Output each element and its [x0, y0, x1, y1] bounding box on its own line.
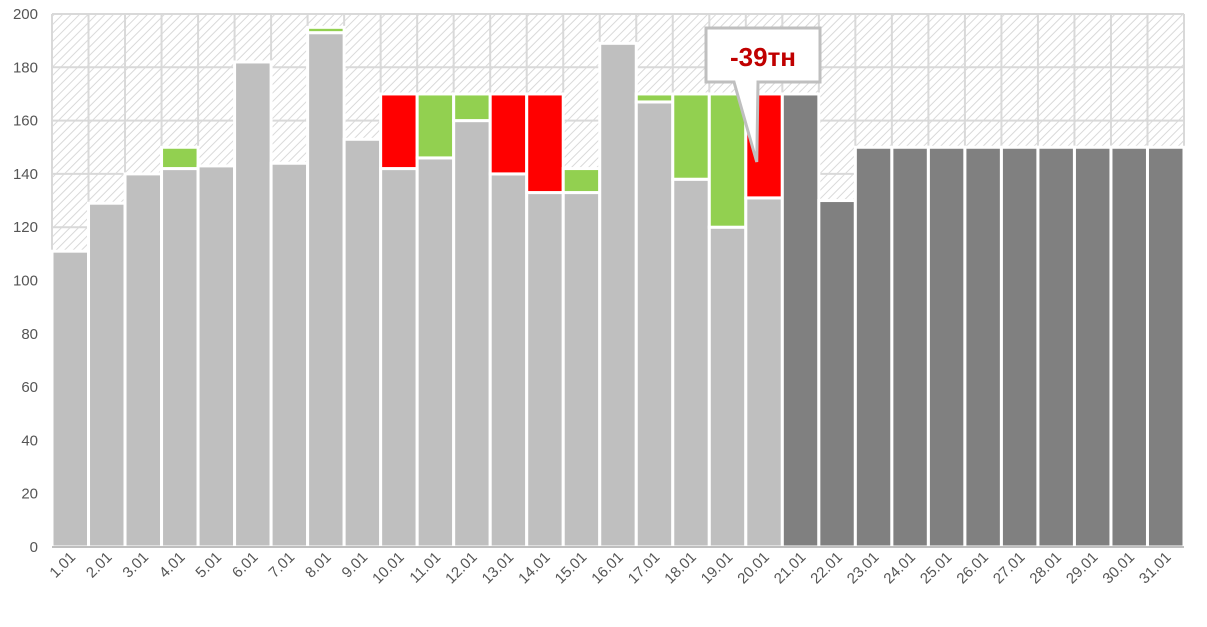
- x-tick-label-25.01: 25.01: [917, 549, 956, 588]
- x-tick-label-3.01: 3.01: [119, 549, 152, 582]
- bar-27.01-series-1: [999, 145, 1040, 549]
- bar-14.01-series-3: [525, 92, 565, 195]
- bar-7.01-series-0: [269, 161, 310, 549]
- bar-19.01-series-2: [707, 92, 748, 229]
- x-tick-label-4.01: 4.01: [156, 549, 189, 582]
- callout-label: -39тн: [730, 42, 796, 72]
- bar-3.01-series-0: [123, 172, 164, 549]
- bar-2.01-series-0: [87, 201, 127, 549]
- y-tick-label-8: 160: [13, 113, 38, 130]
- bar-21.01-series-1: [780, 92, 821, 549]
- y-tick-label-0: 0: [30, 539, 38, 556]
- y-tick-label-6: 120: [13, 219, 38, 236]
- x-tick-label-7.01: 7.01: [266, 549, 299, 582]
- bar-29.01-series-1: [1072, 145, 1113, 549]
- bar-10.01-series-0: [379, 167, 419, 549]
- x-tick-label-24.01: 24.01: [880, 549, 919, 588]
- bar-12.01-series-2: [452, 92, 492, 123]
- bar-17.01-series-2: [634, 92, 675, 104]
- y-tick-label-3: 60: [21, 379, 38, 396]
- callout: -39тн: [704, 26, 822, 163]
- x-tick-label-30.01: 30.01: [1099, 549, 1138, 588]
- y-axis-ticks: 0 20 40 60 80 100 120 140 160 180 200: [13, 6, 38, 556]
- bar-11.01-series-0: [415, 156, 456, 549]
- x-tick-label-11.01: 11.01: [406, 549, 444, 587]
- y-tick-label-5: 100: [13, 273, 38, 290]
- x-tick-label-27.01: 27.01: [990, 549, 1029, 588]
- bar-8.01-series-2: [306, 25, 346, 35]
- x-tick-label-29.01: 29.01: [1063, 549, 1102, 588]
- bar-14.01-series-0: [525, 191, 565, 549]
- bars-layer: [50, 25, 1186, 549]
- bar-12.01-series-0: [452, 119, 492, 549]
- y-tick-label-4: 80: [21, 326, 38, 343]
- x-tick-label-20.01: 20.01: [734, 549, 773, 588]
- bar-18.01-series-2: [671, 92, 711, 181]
- bar-28.01-series-1: [1036, 145, 1076, 549]
- x-tick-label-8.01: 8.01: [302, 549, 335, 582]
- bar-17.01-series-0: [634, 100, 675, 549]
- bar-24.01-series-1: [890, 145, 930, 549]
- bar-1.01-series-0: [50, 249, 91, 549]
- bar-13.01-series-3: [488, 92, 529, 176]
- x-tick-label-6.01: 6.01: [229, 549, 262, 582]
- bar-15.01-series-0: [561, 191, 602, 549]
- x-tick-label-5.01: 5.01: [192, 549, 225, 582]
- bar-8.01-series-0: [306, 31, 346, 549]
- y-tick-label-1: 20: [21, 486, 38, 503]
- bar-4.01-series-2: [160, 145, 200, 171]
- bar-9.01-series-0: [342, 137, 383, 549]
- x-tick-label-19.01: 19.01: [698, 549, 737, 588]
- x-tick-label-12.01: 12.01: [442, 549, 481, 588]
- bar-5.01-series-0: [196, 164, 237, 549]
- x-tick-label-14.01: 14.01: [515, 549, 554, 588]
- bar-25.01-series-1: [926, 145, 967, 549]
- bar-23.01-series-1: [853, 145, 894, 549]
- bar-26.01-series-1: [963, 145, 1003, 549]
- x-tick-label-26.01: 26.01: [953, 549, 992, 588]
- bar-6.01-series-0: [233, 60, 273, 549]
- x-tick-label-18.01: 18.01: [661, 549, 700, 588]
- x-tick-label-31.01: 31.01: [1136, 549, 1175, 588]
- x-tick-label-22.01: 22.01: [807, 549, 846, 588]
- x-tick-label-28.01: 28.01: [1026, 549, 1065, 588]
- x-tick-label-13.01: 13.01: [479, 549, 518, 588]
- bar-31.01-series-1: [1145, 145, 1186, 549]
- x-tick-label-16.01: 16.01: [588, 549, 627, 588]
- x-tick-label-1.01: 1.01: [46, 549, 79, 582]
- bar-16.01-series-0: [598, 41, 638, 549]
- y-tick-label-10: 200: [13, 6, 38, 23]
- bar-15.01-series-2: [561, 167, 602, 195]
- y-tick-label-7: 140: [13, 166, 38, 183]
- x-tick-label-21.01: 21.01: [771, 549, 810, 588]
- y-tick-label-9: 180: [13, 59, 38, 76]
- bar-10.01-series-3: [379, 92, 419, 171]
- bar-22.01-series-1: [817, 199, 857, 549]
- bar-19.01-series-0: [707, 225, 748, 549]
- x-tick-label-2.01: 2.01: [83, 549, 116, 582]
- x-tick-label-10.01: 10.01: [369, 549, 408, 588]
- bar-11.01-series-2: [415, 92, 456, 160]
- x-axis-ticks: 1.01 2.01 3.01 4.01 5.01 6.01 7.01 8.01 9.0110.0…: [46, 549, 1174, 588]
- bar-20.01-series-0: [744, 196, 784, 549]
- x-tick-label-9.01: 9.01: [339, 549, 372, 582]
- bar-4.01-series-0: [160, 167, 200, 549]
- bar-18.01-series-0: [671, 177, 711, 549]
- x-tick-label-15.01: 15.01: [552, 549, 591, 588]
- bar-13.01-series-0: [488, 172, 529, 549]
- bar-30.01-series-1: [1109, 145, 1149, 549]
- x-tick-label-23.01: 23.01: [844, 549, 883, 588]
- y-tick-label-2: 40: [21, 432, 38, 449]
- x-tick-label-17.01: 17.01: [625, 549, 664, 588]
- callout-box: [704, 26, 822, 163]
